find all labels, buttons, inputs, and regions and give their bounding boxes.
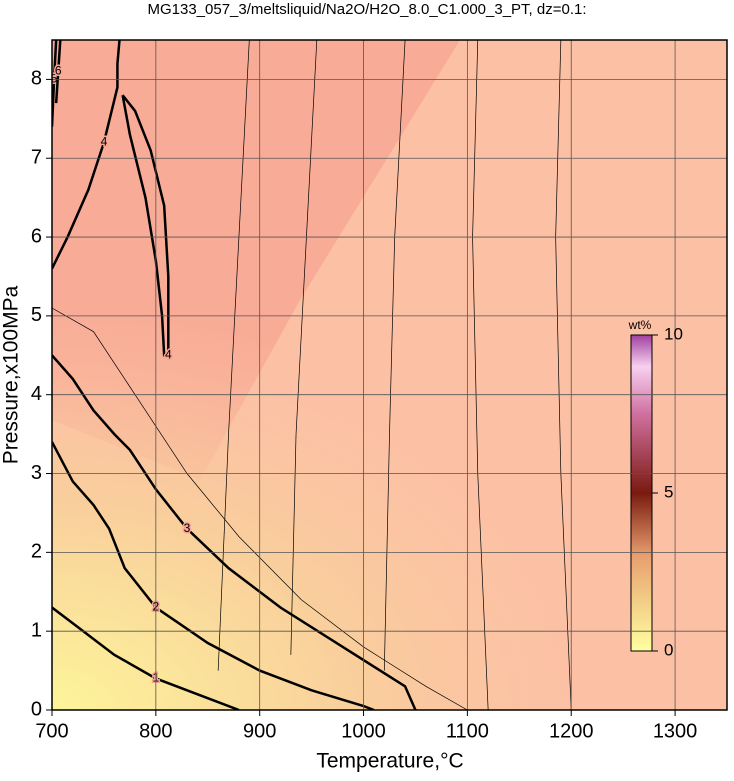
x-tick-label: 1000 bbox=[341, 720, 386, 742]
contour-label: 4 bbox=[101, 135, 108, 149]
colorbar-tick-label: 5 bbox=[664, 482, 673, 501]
contour-label: 6 bbox=[55, 64, 62, 78]
contour-line bbox=[121, 94, 170, 357]
contour-line bbox=[290, 40, 318, 655]
x-tick-label: 1100 bbox=[446, 720, 489, 742]
y-tick-label: 8 bbox=[31, 68, 42, 90]
y-tick-label: 1 bbox=[31, 619, 42, 641]
contour-line bbox=[52, 354, 417, 710]
contour-label: 3 bbox=[184, 521, 191, 535]
plot-background bbox=[52, 40, 727, 710]
contour-label: 4 bbox=[165, 347, 172, 361]
colorbar bbox=[630, 334, 653, 652]
contour-line bbox=[472, 40, 489, 710]
y-tick-label: 5 bbox=[31, 304, 42, 326]
y-axis-label: Pressure,x100MPa bbox=[0, 285, 23, 464]
contour-label: 5 bbox=[51, 72, 58, 86]
contour-line bbox=[54, 40, 62, 104]
x-tick-label: 800 bbox=[139, 720, 172, 742]
contour-line bbox=[555, 40, 572, 710]
contour-line bbox=[52, 307, 468, 710]
y-tick-label: 4 bbox=[31, 383, 42, 405]
colorbar-tick-label: 0 bbox=[664, 640, 673, 659]
y-tick-label: 0 bbox=[31, 698, 42, 720]
chart-title: MG133_057_3/meltsliquid/Na2O/H2O_8.0_C1.… bbox=[147, 1, 586, 18]
colorbar-tick-label: 10 bbox=[664, 324, 683, 343]
contour-line bbox=[52, 606, 240, 710]
x-tick-label: 1200 bbox=[549, 720, 594, 742]
colorbar-label: wt% bbox=[628, 318, 652, 332]
y-tick-label: 2 bbox=[31, 541, 42, 563]
plot-frame bbox=[51, 39, 728, 711]
y-tick-label: 3 bbox=[31, 462, 42, 484]
y-tick-label: 7 bbox=[31, 147, 42, 169]
x-axis-label: Temperature,°C bbox=[316, 750, 463, 773]
y-tick-label: 6 bbox=[31, 225, 42, 247]
x-tick-label: 700 bbox=[35, 720, 68, 742]
x-tick-label: 1300 bbox=[653, 720, 698, 742]
x-tick-label: 900 bbox=[243, 720, 276, 742]
